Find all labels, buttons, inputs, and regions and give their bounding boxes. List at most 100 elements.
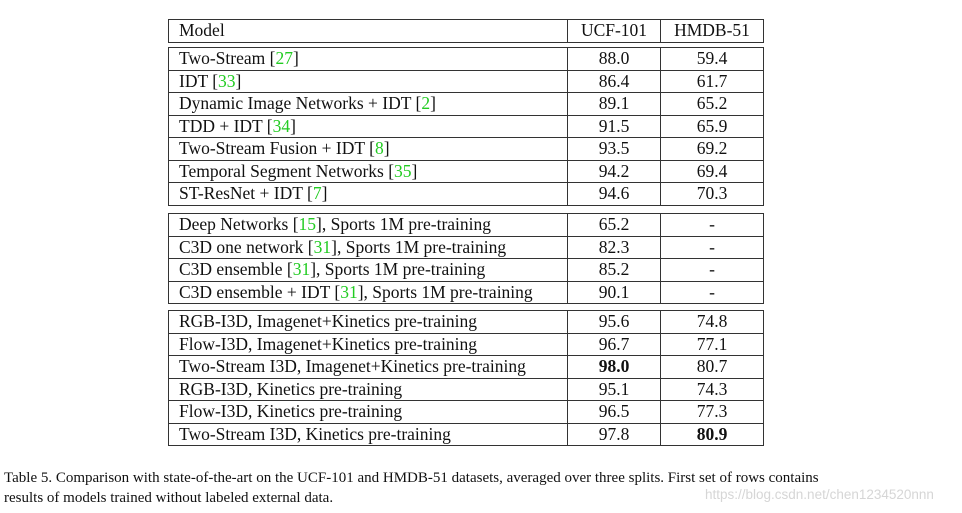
ucf101-score: 94.6 xyxy=(567,182,661,206)
header-model: Model xyxy=(168,19,568,43)
hmdb51-score: 65.2 xyxy=(660,92,764,116)
table-row: Two-Stream Fusion + IDT [8] 93.5 69.2 xyxy=(168,137,764,161)
table-row: Two-Stream I3D, Kinetics pre-training 97.… xyxy=(168,422,764,446)
table-row: ST-ResNet + IDT [7] 94.6 70.3 xyxy=(168,182,764,206)
hmdb51-score: 70.3 xyxy=(660,182,764,206)
ucf101-score: 91.5 xyxy=(567,114,661,138)
model-text-suffix: ] xyxy=(430,93,436,114)
hmdb51-score: 77.1 xyxy=(660,332,764,356)
model-text-suffix: ] xyxy=(383,138,390,159)
header-ucf101: UCF-101 xyxy=(567,19,661,43)
model-name: ST-ResNet + IDT [7] xyxy=(168,182,568,206)
hmdb51-score: 59.4 xyxy=(660,47,764,71)
table-row: Flow-I3D, Imagenet+Kinetics pre-training… xyxy=(168,332,764,356)
hmdb51-score: - xyxy=(660,213,764,237)
model-name: Two-Stream I3D, Kinetics pre-training xyxy=(168,422,568,446)
citation-link[interactable]: 35 xyxy=(394,160,412,181)
table-row: C3D ensemble + IDT [31], Sports 1M pre-t… xyxy=(168,280,764,304)
model-name: RGB-I3D, Kinetics pre-training xyxy=(168,377,568,401)
ucf101-score: 89.1 xyxy=(567,92,661,116)
model-text: IDT [ xyxy=(179,70,219,91)
table-row: Dynamic Image Networks + IDT [2] 89.1 65.2 xyxy=(168,92,764,116)
ucf101-score: 86.4 xyxy=(567,69,661,93)
citation-link[interactable]: 31 xyxy=(340,281,358,302)
citation-link[interactable]: 31 xyxy=(313,236,332,257)
citation-link[interactable]: 8 xyxy=(374,138,384,159)
ucf101-score: 90.1 xyxy=(567,280,661,304)
model-text: C3D one network [ xyxy=(179,236,314,257)
table-row: C3D one network [31], Sports 1M pre-trai… xyxy=(168,235,764,259)
model-name: C3D one network [31], Sports 1M pre-trai… xyxy=(168,235,568,259)
header-hmdb51: HMDB-51 xyxy=(660,19,764,43)
model-text: Two-Stream [ xyxy=(179,48,276,69)
model-text-suffix: ], Sports 1M pre-training xyxy=(331,236,507,257)
table-group-sports1m: Deep Networks [15], Sports 1M pre-traini… xyxy=(168,213,764,304)
ucf101-score: 88.0 xyxy=(567,47,661,71)
model-text-suffix: ], Sports 1M pre-training xyxy=(316,214,492,235)
table-row: Temporal Segment Networks [35] 94.2 69.4 xyxy=(168,159,764,183)
hmdb51-score: 61.7 xyxy=(660,69,764,93)
model-text-suffix: ] xyxy=(411,160,418,181)
model-text: Flow-I3D, Kinetics pre-training xyxy=(179,401,403,422)
hmdb51-score: 80.9 xyxy=(660,422,764,446)
citation-link[interactable]: 15 xyxy=(298,214,317,235)
model-name: TDD + IDT [34] xyxy=(168,114,568,138)
hmdb51-score: 69.2 xyxy=(660,137,764,161)
model-text: C3D ensemble + IDT [ xyxy=(179,281,341,302)
model-text: C3D ensemble [ xyxy=(179,259,293,280)
model-text: Two-Stream Fusion + IDT [ xyxy=(179,138,375,159)
hmdb51-score: - xyxy=(660,235,764,259)
model-text: Two-Stream I3D, Imagenet+Kinetics pre-tr… xyxy=(179,356,526,377)
model-name: Flow-I3D, Kinetics pre-training xyxy=(168,400,568,424)
model-text: Deep Networks [ xyxy=(179,214,299,235)
model-name: Flow-I3D, Imagenet+Kinetics pre-training xyxy=(168,332,568,356)
ucf101-score: 96.5 xyxy=(567,400,661,424)
table-header: Model UCF-101 HMDB-51 xyxy=(168,19,764,43)
citation-link[interactable]: 34 xyxy=(272,115,291,136)
citation-link[interactable]: 7 xyxy=(312,183,322,204)
table-group-no-external-data: Two-Stream [27] 88.0 59.4 IDT [33] 86.4 61.7 D… xyxy=(168,47,764,206)
citation-link[interactable]: 27 xyxy=(275,48,293,69)
model-text-suffix: ], Sports 1M pre-training xyxy=(310,259,486,280)
table-row: Deep Networks [15], Sports 1M pre-traini… xyxy=(168,213,764,237)
watermark: https://blog.csdn.net/chen1234520nnn xyxy=(705,487,934,502)
hmdb51-score: 69.4 xyxy=(660,159,764,183)
caption-line-1: Table 5. Comparison with state-of-the-ar… xyxy=(4,470,819,486)
model-text: ST-ResNet + IDT [ xyxy=(179,183,313,204)
ucf101-score: 96.7 xyxy=(567,332,661,356)
ucf101-score: 95.1 xyxy=(567,377,661,401)
model-name: Deep Networks [15], Sports 1M pre-traini… xyxy=(168,213,568,237)
model-text: Flow-I3D, Imagenet+Kinetics pre-training xyxy=(179,333,478,354)
hmdb51-score: 80.7 xyxy=(660,355,764,379)
model-text-suffix: ] xyxy=(321,183,328,204)
table-row: Two-Stream [27] 88.0 59.4 xyxy=(168,47,764,71)
hmdb51-score: 77.3 xyxy=(660,400,764,424)
ucf101-score: 97.8 xyxy=(567,422,661,446)
model-name: Temporal Segment Networks [35] xyxy=(168,159,568,183)
ucf101-score: 85.2 xyxy=(567,258,661,282)
model-text: TDD + IDT [ xyxy=(179,115,273,136)
ucf101-score: 98.0 xyxy=(567,355,661,379)
table-row: C3D ensemble [31], Sports 1M pre-trainin… xyxy=(168,258,764,282)
hmdb51-score: 74.8 xyxy=(660,310,764,334)
model-text-suffix: ] xyxy=(292,48,299,69)
hmdb51-score: 74.3 xyxy=(660,377,764,401)
model-name: C3D ensemble [31], Sports 1M pre-trainin… xyxy=(168,258,568,282)
model-text-suffix: ] xyxy=(290,115,296,136)
hmdb51-score: - xyxy=(660,280,764,304)
table-row: Flow-I3D, Kinetics pre-training 96.5 77.3 xyxy=(168,400,764,424)
ucf101-score: 93.5 xyxy=(567,137,661,161)
table-row: IDT [33] 86.4 61.7 xyxy=(168,69,764,93)
model-name: C3D ensemble + IDT [31], Sports 1M pre-t… xyxy=(168,280,568,304)
citation-link[interactable]: 31 xyxy=(292,259,311,280)
citation-link[interactable]: 33 xyxy=(218,70,236,91)
ucf101-score: 95.6 xyxy=(567,310,661,334)
model-text: Two-Stream I3D, Kinetics pre-training xyxy=(179,423,451,444)
citation-link[interactable]: 2 xyxy=(421,93,431,114)
model-name: Two-Stream I3D, Imagenet+Kinetics pre-tr… xyxy=(168,355,568,379)
table-caption: Table 5. Comparison with state-of-the-ar… xyxy=(4,468,954,508)
model-text-suffix: ], Sports 1M pre-training xyxy=(357,281,533,302)
model-text: Dynamic Image Networks + IDT [ xyxy=(179,93,422,114)
model-name: Two-Stream [27] xyxy=(168,47,568,71)
table-row: RGB-I3D, Kinetics pre-training 95.1 74.3 xyxy=(168,377,764,401)
